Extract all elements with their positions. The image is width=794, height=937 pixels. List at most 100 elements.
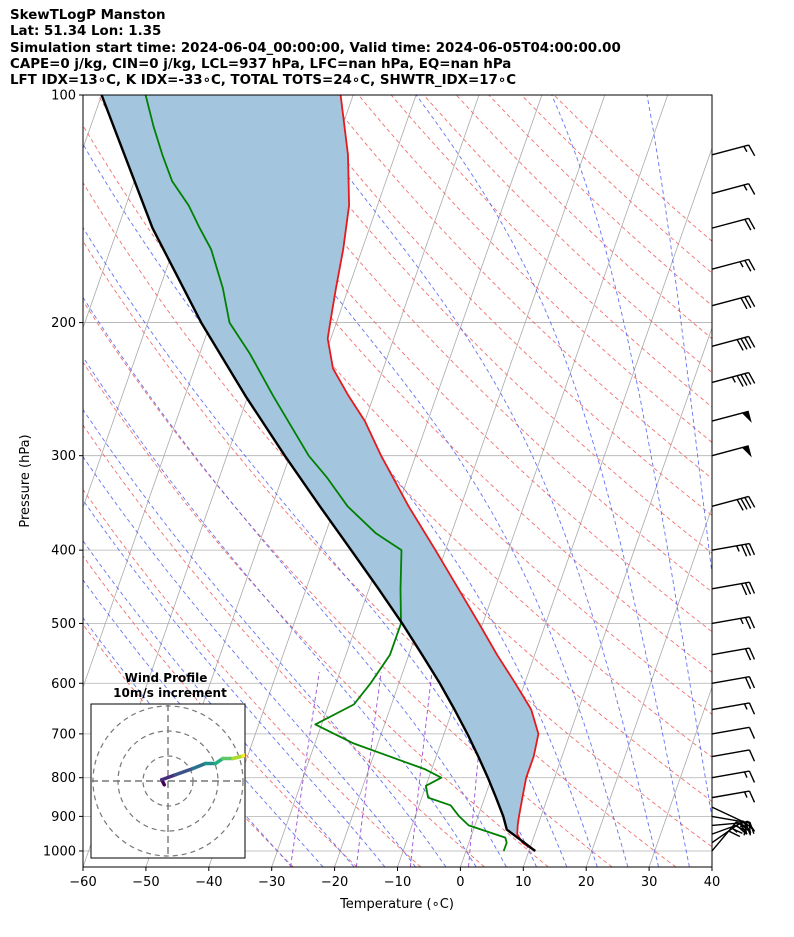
parcel-line: [100, 95, 536, 852]
barb-full: [744, 337, 752, 349]
axis-ticks: −60 −50 −40 −30 −20 −10 0 10 20 30 40 100 200 300 400 5…: [43, 89, 720, 891]
grid-lines: [83, 95, 794, 867]
isotherm-line: [522, 326, 712, 867]
moist-adiabat-line: [83, 296, 507, 867]
y-tick-label: 400: [51, 544, 76, 559]
isotherm-line: [83, 95, 165, 330]
barb-shaft: [711, 790, 750, 799]
moist-adiabat-line: [83, 499, 386, 867]
barb-half: [731, 376, 736, 383]
moist-adiabat-line: [646, 95, 712, 578]
y-tick-label: 900: [51, 810, 76, 825]
barb-full: [748, 770, 756, 783]
barb-full: [748, 702, 756, 715]
station-title: SkewTLogP Manston: [10, 8, 166, 23]
barb-shaft: [711, 183, 749, 195]
inset-subtitle: 10m/s increment: [113, 686, 227, 700]
barb-full: [748, 581, 756, 594]
barb-full: [740, 583, 748, 596]
isotherm-line: [83, 95, 102, 150]
barb-full: [748, 790, 756, 803]
barb-half: [732, 827, 738, 833]
wind-profile-inset: Wind Profile 10m/s increment: [90, 671, 246, 859]
x-tick-label: −20: [321, 875, 348, 890]
barb-full: [736, 375, 744, 387]
moist-adiabat-line: [83, 408, 447, 867]
barb-full: [748, 543, 756, 556]
barb-full: [748, 259, 756, 271]
stability-indices: LFT IDX=13∘C, K IDX=-33∘C, TOTAL TOTS=24…: [10, 73, 517, 89]
x-tick-label: 20: [578, 875, 595, 890]
barb-half: [739, 618, 744, 625]
barb-full: [748, 372, 756, 384]
wind-barb: [711, 726, 756, 739]
isotherm-line: [334, 95, 606, 867]
wind-barb: [711, 144, 756, 157]
x-tick-label: 40: [704, 875, 721, 890]
wind-barb: [711, 616, 756, 630]
dry-adiabat-line: [83, 488, 422, 867]
dry-adiabat-line: [162, 95, 712, 673]
barb-shaft: [711, 806, 747, 824]
hodograph-segment: [191, 761, 208, 771]
barb-shaft: [711, 542, 750, 551]
isotherm-line: [775, 95, 794, 867]
dry-adiabat-line: [293, 95, 712, 517]
barb-full: [744, 582, 752, 595]
temperature-line: [326, 95, 540, 852]
barb-shaft: [711, 144, 749, 156]
barb-full: [740, 374, 748, 386]
barb-full: [748, 616, 756, 629]
barb-shaft: [711, 495, 749, 507]
barb-full: [740, 544, 748, 557]
dry-adiabat-line: [390, 95, 712, 408]
barb-full: [744, 648, 752, 661]
barb-shaft: [711, 295, 749, 307]
barb-shaft: [711, 770, 750, 779]
barb-full: [748, 336, 756, 348]
barb-half: [739, 261, 744, 268]
dry-adiabat-line: [227, 95, 712, 593]
barb-shaft: [711, 335, 749, 347]
inset-title: Wind Profile: [125, 671, 208, 685]
barb-full: [743, 823, 748, 836]
wind-barb: [711, 806, 748, 836]
barb-full: [744, 296, 752, 309]
barb-shaft: [711, 647, 750, 656]
mixing-ratio-line: [409, 672, 433, 867]
barb-shaft: [711, 258, 749, 270]
moist-adiabat-line: [83, 579, 324, 867]
wind-barb: [711, 790, 756, 803]
hodograph-segment: [160, 773, 178, 782]
hodograph-segment: [241, 753, 245, 758]
x-tick-label: −60: [69, 875, 96, 890]
cape-shading: [101, 95, 539, 851]
y-tick-label: 200: [51, 316, 76, 331]
barb-half: [743, 791, 748, 798]
wind-barb: [711, 770, 756, 783]
hodograph-segment: [173, 766, 195, 777]
isotherm-line: [271, 95, 543, 867]
barb-full: [748, 183, 756, 195]
barb-half: [743, 145, 748, 153]
barb-half: [743, 184, 748, 191]
y-tick-label: 600: [51, 677, 76, 692]
moist-adiabat-line: [83, 356, 477, 867]
wind-barb: [711, 675, 756, 689]
barb-full: [748, 496, 756, 508]
y-tick-label: 100: [51, 89, 76, 104]
barb-full: [736, 499, 744, 511]
wind-barb: [711, 647, 756, 661]
barb-half: [740, 820, 743, 828]
wind-barb: [711, 258, 756, 272]
wind-barb: [711, 445, 752, 458]
wind-barb: [711, 581, 756, 596]
barb-full: [740, 297, 748, 310]
barb-shaft: [711, 445, 749, 457]
moist-adiabat-line: [187, 95, 629, 867]
wind-barb: [711, 295, 756, 310]
wind-barb: [711, 217, 756, 231]
mixing-ratio-line: [290, 672, 320, 867]
barb-full: [736, 339, 744, 351]
barb-shaft: [711, 749, 750, 758]
